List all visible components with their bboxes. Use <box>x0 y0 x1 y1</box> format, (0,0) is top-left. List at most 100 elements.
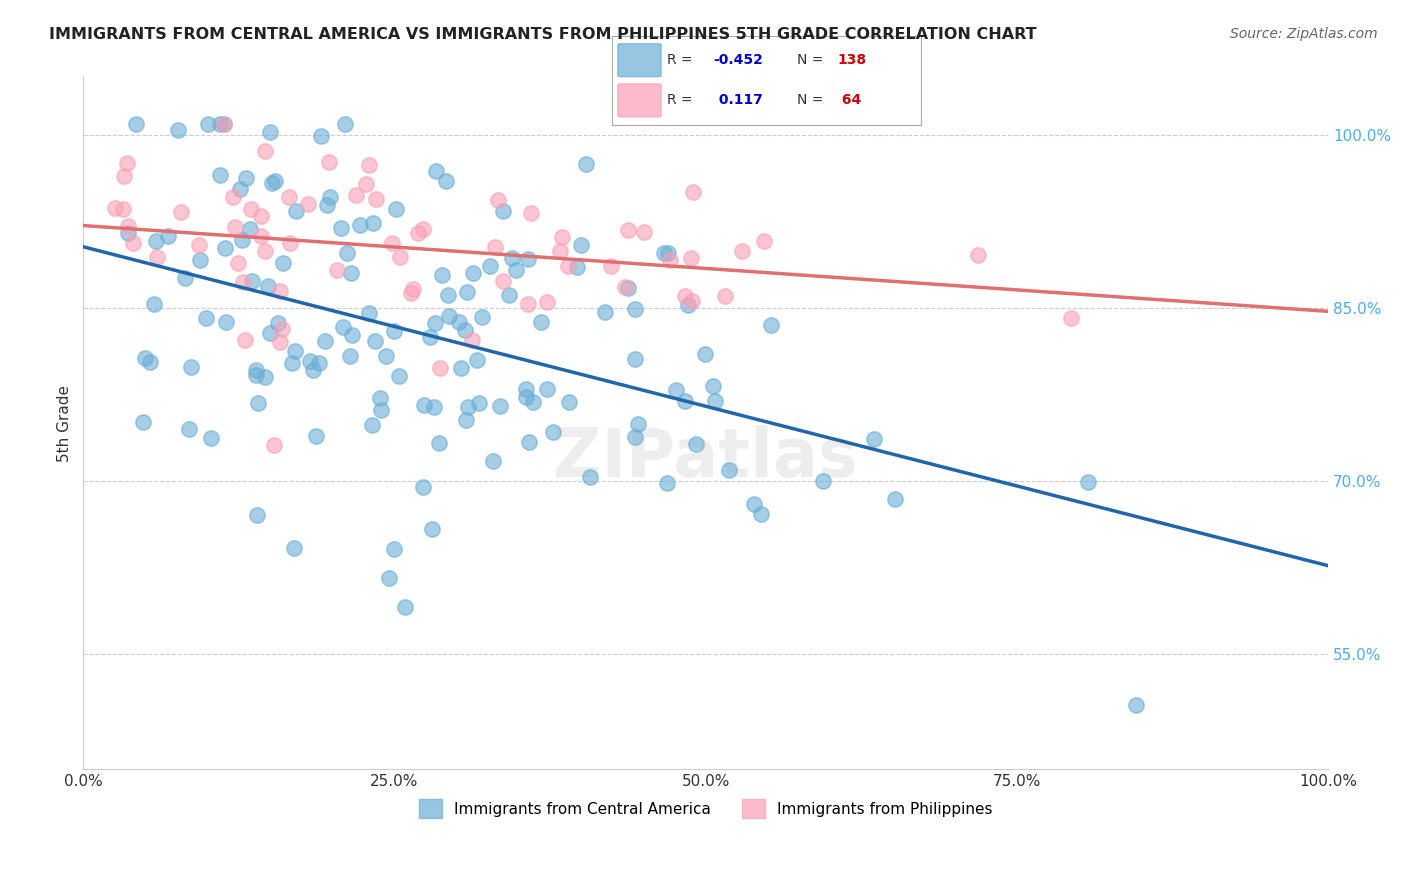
Text: R =: R = <box>668 53 697 67</box>
Point <box>200 431 222 445</box>
Point <box>332 320 354 334</box>
Point <box>522 394 544 409</box>
Point <box>423 401 446 415</box>
Point <box>457 400 479 414</box>
Point <box>366 192 388 206</box>
Point <box>259 125 281 139</box>
Point <box>492 204 515 219</box>
Point <box>498 287 520 301</box>
Point <box>262 176 284 190</box>
Point <box>314 334 336 348</box>
Point <box>134 351 156 365</box>
Point <box>811 474 834 488</box>
Point <box>657 245 679 260</box>
Point <box>115 155 138 169</box>
Point <box>167 123 190 137</box>
Point <box>402 282 425 296</box>
Point <box>336 246 359 260</box>
Point <box>437 288 460 302</box>
Y-axis label: 5th Grade: 5th Grade <box>58 384 72 462</box>
Point <box>239 221 262 235</box>
Point <box>370 391 392 405</box>
Text: N =: N = <box>797 53 828 67</box>
Point <box>613 280 636 294</box>
Point <box>505 263 527 277</box>
Point <box>420 522 443 536</box>
Point <box>309 128 332 143</box>
Point <box>156 229 179 244</box>
Point <box>301 362 323 376</box>
Point <box>278 190 301 204</box>
Point <box>399 285 422 300</box>
Point <box>530 315 553 329</box>
Point <box>377 571 399 585</box>
Point <box>471 310 494 324</box>
Point <box>222 190 245 204</box>
Point <box>600 259 623 273</box>
Point <box>214 240 236 254</box>
Point <box>489 399 512 413</box>
Point <box>197 117 219 131</box>
Point <box>271 255 294 269</box>
Point <box>247 395 270 409</box>
Point <box>439 309 461 323</box>
Point <box>385 202 408 216</box>
Point <box>460 333 482 347</box>
Point <box>406 227 429 241</box>
Point <box>388 250 411 264</box>
Point <box>188 253 211 268</box>
Point <box>516 296 538 310</box>
Point <box>714 288 737 302</box>
Point <box>112 169 135 183</box>
Point <box>616 223 638 237</box>
Point <box>515 390 537 404</box>
Point <box>450 360 472 375</box>
Point <box>752 235 775 249</box>
Point <box>501 251 523 265</box>
Point <box>361 418 384 433</box>
Text: 138: 138 <box>838 53 866 67</box>
Point <box>884 491 907 506</box>
Point <box>226 256 249 270</box>
Point <box>1060 310 1083 325</box>
Point <box>520 206 543 220</box>
Point <box>112 202 135 216</box>
Point <box>240 274 263 288</box>
Point <box>681 294 703 309</box>
Point <box>623 352 645 367</box>
Point <box>744 497 766 511</box>
Point <box>340 328 363 343</box>
Point <box>427 436 450 450</box>
Point <box>463 266 485 280</box>
Point <box>146 250 169 264</box>
Point <box>862 432 884 446</box>
Point <box>253 145 276 159</box>
Point <box>412 480 434 494</box>
Point <box>759 318 782 332</box>
Point <box>330 221 353 235</box>
Point <box>425 163 447 178</box>
Point <box>1077 475 1099 490</box>
Point <box>633 225 655 239</box>
Point <box>575 157 598 171</box>
Point <box>517 435 540 450</box>
Point <box>685 437 707 451</box>
Point <box>117 219 139 233</box>
Point <box>104 201 127 215</box>
Point <box>249 229 271 244</box>
Point <box>250 209 273 223</box>
Point <box>299 354 322 368</box>
Point <box>702 379 724 393</box>
Point <box>657 475 679 490</box>
Text: 64: 64 <box>838 93 862 107</box>
Point <box>284 344 307 359</box>
Point <box>212 117 235 131</box>
Point <box>235 171 257 186</box>
Point <box>541 425 564 440</box>
Point <box>678 298 700 312</box>
Point <box>731 244 754 258</box>
Point <box>565 260 588 275</box>
Point <box>224 219 246 234</box>
Point <box>551 230 574 244</box>
Point <box>412 398 434 412</box>
